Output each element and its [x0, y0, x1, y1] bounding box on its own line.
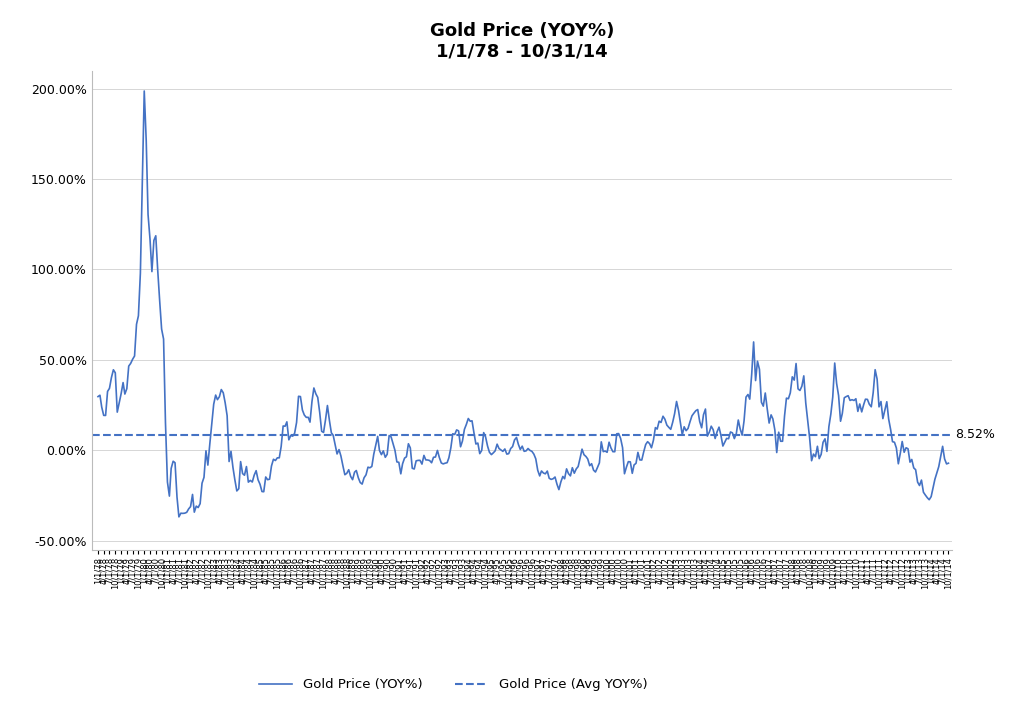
- Title: Gold Price (YOY%)
1/1/78 - 10/31/14: Gold Price (YOY%) 1/1/78 - 10/31/14: [430, 22, 614, 61]
- Text: 8.52%: 8.52%: [955, 429, 995, 441]
- Legend: Gold Price (YOY%), Gold Price (Avg YOY%): Gold Price (YOY%), Gold Price (Avg YOY%): [254, 673, 653, 697]
- Line: Gold Price (YOY%): Gold Price (YOY%): [98, 91, 948, 517]
